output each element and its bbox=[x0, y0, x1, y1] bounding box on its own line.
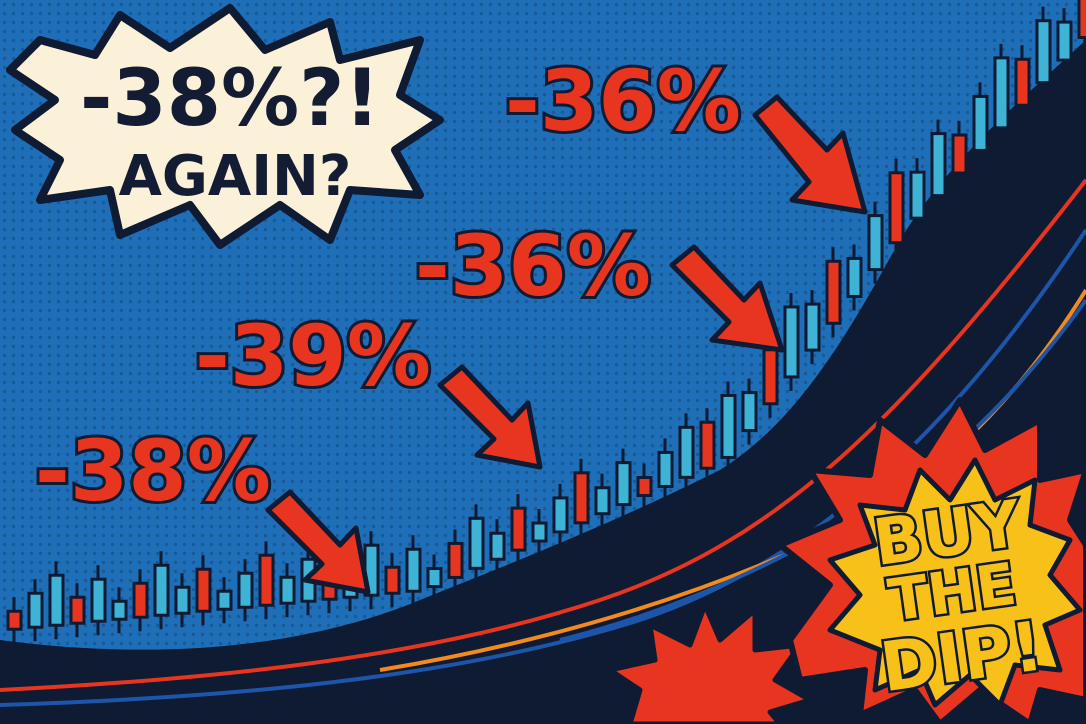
candle-body bbox=[762, 348, 779, 406]
candle-body bbox=[90, 577, 107, 623]
candle-body bbox=[594, 486, 611, 516]
candle-body bbox=[1077, 0, 1086, 40]
speech-bubble-icon bbox=[6, 4, 444, 249]
starburst-inner-icon bbox=[827, 457, 1083, 708]
candle-body bbox=[720, 393, 737, 459]
drop-label-3: -36% bbox=[415, 217, 651, 315]
candle-body bbox=[1035, 19, 1052, 85]
candle-body bbox=[531, 521, 548, 543]
candle-body bbox=[993, 56, 1010, 130]
candle-body bbox=[1014, 57, 1031, 107]
small-starburst-icon bbox=[607, 602, 813, 724]
buy-the-dip-burst: BUY THE DIP! bbox=[777, 397, 1086, 724]
drop-label-2: -39% bbox=[195, 307, 431, 405]
candle-body bbox=[48, 573, 65, 627]
arrow-down-right-icon bbox=[265, 489, 371, 595]
candle-body bbox=[384, 565, 401, 595]
candle-body bbox=[951, 133, 968, 175]
candle-body bbox=[888, 171, 905, 245]
candle-body bbox=[741, 391, 758, 433]
candle-body bbox=[636, 476, 653, 498]
candle-body bbox=[489, 531, 506, 561]
candle-body bbox=[405, 547, 422, 593]
drop-label-1: -38% bbox=[35, 422, 271, 520]
candle-body bbox=[552, 496, 569, 534]
candle-body bbox=[615, 461, 632, 507]
candle-body bbox=[1056, 20, 1073, 62]
candle-body bbox=[804, 302, 821, 352]
candle-body bbox=[69, 595, 86, 625]
speech-bubble: -38%?! AGAIN? bbox=[6, 4, 444, 249]
candle-body bbox=[867, 214, 884, 272]
candle-body bbox=[468, 516, 485, 570]
candle-body bbox=[573, 471, 590, 525]
candle-body bbox=[174, 585, 191, 615]
candle-body bbox=[279, 575, 296, 605]
arrow-down-right-icon bbox=[752, 94, 868, 215]
candle-body bbox=[27, 591, 44, 629]
candle-body bbox=[909, 170, 926, 220]
drop-label-4: -36% bbox=[505, 52, 741, 150]
candle-body bbox=[153, 563, 170, 617]
candle-body bbox=[930, 132, 947, 198]
candle-body bbox=[510, 506, 527, 552]
candle-body bbox=[111, 599, 128, 621]
candle-body bbox=[972, 94, 989, 152]
candle-body bbox=[132, 581, 149, 619]
candle-body bbox=[783, 305, 800, 379]
candlestick-chart bbox=[6, 0, 1086, 644]
candle-body bbox=[825, 259, 842, 325]
candle-body bbox=[195, 567, 212, 613]
arrow-down-right-icon bbox=[669, 244, 785, 353]
arrows bbox=[265, 94, 868, 595]
candle-body bbox=[447, 541, 464, 579]
candle-body bbox=[426, 567, 443, 589]
bubble-line-2: AGAIN? bbox=[119, 144, 352, 209]
candle-body bbox=[216, 589, 233, 611]
bubble-line-1: -38%?! bbox=[80, 54, 380, 144]
candle-body bbox=[846, 256, 863, 298]
candle-body bbox=[678, 425, 695, 479]
candle-body bbox=[657, 450, 674, 488]
candle-body bbox=[6, 609, 23, 631]
candle-body bbox=[237, 571, 254, 609]
candle-body bbox=[258, 553, 275, 607]
candle-body bbox=[699, 420, 716, 470]
arrow-down-right-icon bbox=[437, 364, 543, 470]
